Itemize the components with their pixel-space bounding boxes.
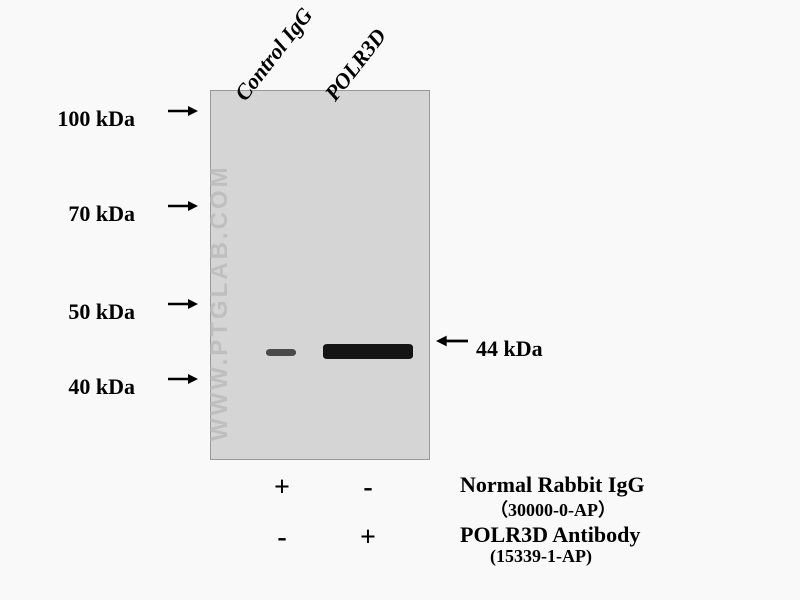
mw-arrow-70 — [168, 205, 198, 207]
observed-band-label: 44 kDa — [476, 336, 543, 362]
band-target-lane — [323, 344, 413, 359]
observed-band-arrow — [436, 340, 468, 342]
condition-2-label: POLR3D Antibody — [460, 522, 640, 548]
condition-2-control-sign: - — [267, 522, 297, 554]
mw-arrow-100 — [168, 110, 198, 112]
condition-1-target-sign: - — [353, 472, 383, 504]
mw-label-40: 40 kDa — [35, 374, 135, 400]
mw-label-100: 100 kDa — [35, 106, 135, 132]
mw-arrow-40 — [168, 378, 198, 380]
condition-1-sublabel: （30000-0-AP） — [490, 496, 616, 522]
condition-2-sublabel: (15339-1-AP) — [490, 546, 592, 567]
mw-arrow-50 — [168, 303, 198, 305]
watermark-text: WWW.PTGLAB.COM — [206, 111, 238, 441]
mw-label-50: 50 kDa — [35, 299, 135, 325]
condition-2-target-sign: + — [353, 522, 383, 554]
condition-1-control-sign: + — [267, 472, 297, 504]
blot-membrane: WWW.PTGLAB.COM — [210, 90, 430, 460]
band-control-lane — [266, 349, 296, 356]
mw-label-70: 70 kDa — [35, 201, 135, 227]
condition-1-label: Normal Rabbit IgG — [460, 472, 645, 498]
